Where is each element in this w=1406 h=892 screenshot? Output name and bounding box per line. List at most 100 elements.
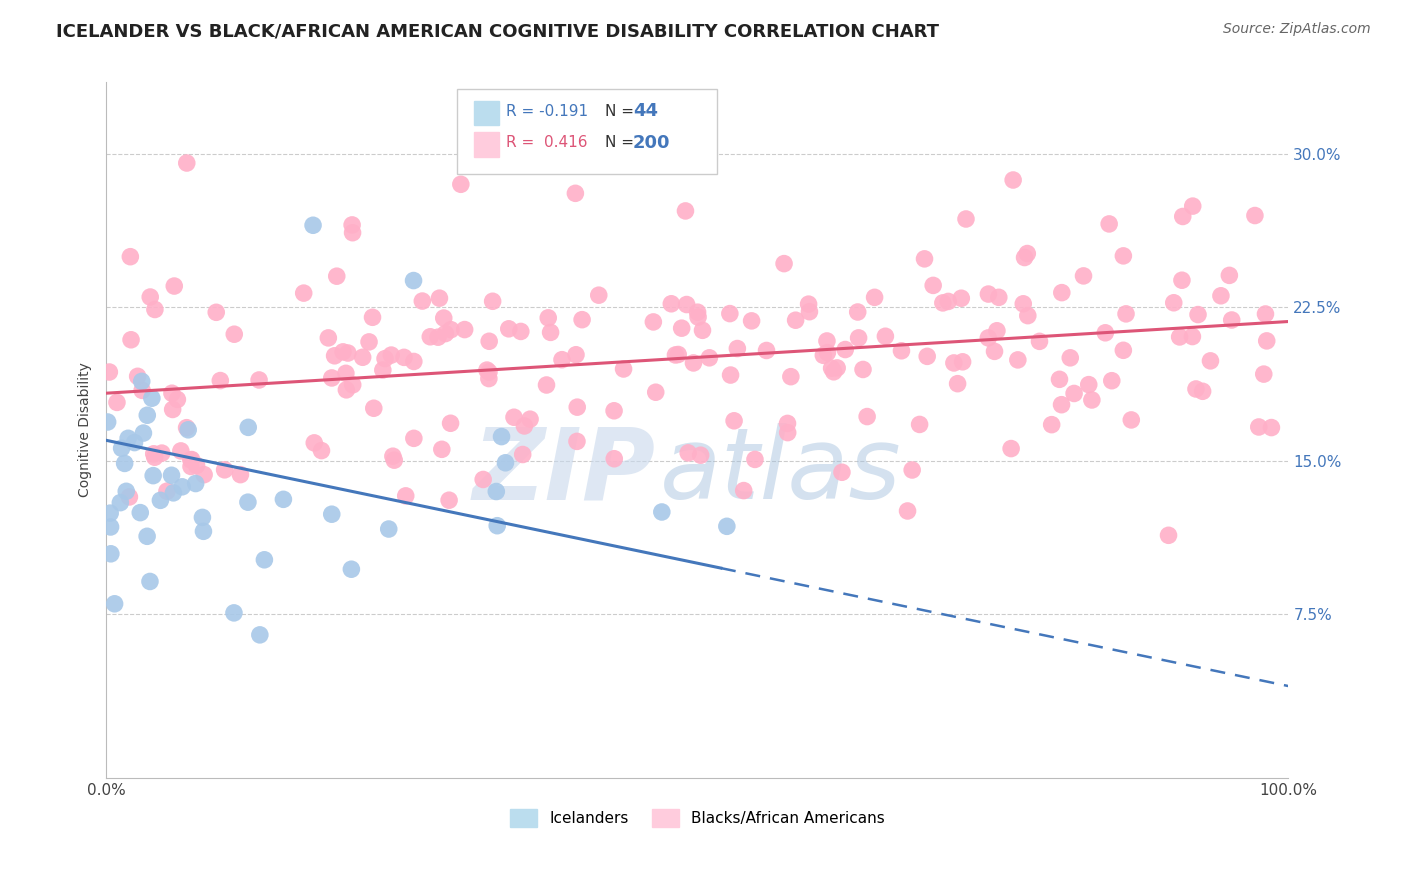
Point xyxy=(856,409,879,424)
Point xyxy=(193,524,215,539)
Text: N =: N = xyxy=(605,104,638,119)
Point xyxy=(139,574,162,589)
Point xyxy=(326,269,349,284)
Point xyxy=(186,458,208,473)
Point xyxy=(381,449,404,463)
Text: ICELANDER VS BLACK/AFRICAN AMERICAN COGNITIVE DISABILITY CORRELATION CHART: ICELANDER VS BLACK/AFRICAN AMERICAN COGN… xyxy=(56,22,939,40)
Point xyxy=(915,350,938,364)
Point xyxy=(1073,268,1095,283)
Point xyxy=(519,412,541,426)
Point xyxy=(776,425,799,440)
Point xyxy=(342,226,364,240)
Point xyxy=(1218,268,1240,283)
Point xyxy=(184,476,207,491)
Point xyxy=(1040,417,1063,432)
Point xyxy=(785,313,807,327)
Point xyxy=(977,331,1000,345)
Text: 200: 200 xyxy=(633,134,671,152)
Point xyxy=(603,404,626,418)
Point xyxy=(1187,308,1209,322)
Point xyxy=(603,451,626,466)
Point xyxy=(382,453,405,467)
Point xyxy=(1059,351,1081,365)
Point xyxy=(776,417,799,431)
Point xyxy=(1049,372,1071,386)
Point xyxy=(302,219,325,233)
Point xyxy=(537,310,560,325)
Point xyxy=(170,444,193,458)
Point xyxy=(659,297,682,311)
Point xyxy=(823,365,845,379)
Point xyxy=(540,326,562,340)
Point xyxy=(156,484,179,499)
Point xyxy=(486,518,509,533)
Point xyxy=(1098,217,1121,231)
Point xyxy=(335,367,357,381)
Text: R =  0.416: R = 0.416 xyxy=(506,136,588,150)
Point xyxy=(163,279,186,293)
Point xyxy=(392,351,415,365)
Point xyxy=(380,348,402,362)
Point xyxy=(475,363,498,377)
Point xyxy=(1181,329,1204,343)
Point xyxy=(875,329,897,343)
Point xyxy=(952,355,974,369)
Point xyxy=(374,351,396,366)
Point xyxy=(1063,386,1085,401)
Point xyxy=(491,429,513,443)
Point xyxy=(224,327,246,342)
Point xyxy=(671,321,693,335)
Point xyxy=(352,351,374,365)
Point xyxy=(104,597,127,611)
Point xyxy=(1028,334,1050,349)
Point xyxy=(129,506,152,520)
Point xyxy=(430,442,453,457)
Point xyxy=(419,330,441,344)
Point xyxy=(565,348,588,362)
Point xyxy=(682,356,704,370)
Point xyxy=(863,290,886,304)
Point xyxy=(363,401,385,416)
Point xyxy=(1112,249,1135,263)
Point xyxy=(820,361,842,376)
Point xyxy=(1168,330,1191,344)
Point xyxy=(434,326,457,341)
Point xyxy=(1000,442,1022,456)
Point xyxy=(1256,334,1278,348)
Point xyxy=(1017,246,1039,260)
Point xyxy=(377,522,399,536)
Point xyxy=(1121,413,1143,427)
Point xyxy=(498,322,520,336)
Point xyxy=(402,274,425,288)
Point xyxy=(815,345,838,359)
Point xyxy=(311,443,333,458)
Point xyxy=(955,212,977,227)
Point xyxy=(160,386,183,401)
Point xyxy=(180,452,202,467)
Point xyxy=(1002,173,1025,187)
Point xyxy=(942,356,965,370)
Point xyxy=(1220,313,1243,327)
Point xyxy=(1081,392,1104,407)
Point xyxy=(755,343,778,358)
Point xyxy=(214,463,236,477)
Point xyxy=(675,203,697,218)
Point xyxy=(1014,251,1036,265)
Point xyxy=(336,346,359,360)
Point xyxy=(831,465,853,479)
Point xyxy=(439,417,461,431)
Point xyxy=(1094,326,1116,340)
Point xyxy=(450,178,472,192)
Point xyxy=(249,628,271,642)
Point xyxy=(1077,377,1099,392)
Point xyxy=(478,334,501,349)
Point xyxy=(664,348,686,362)
Point xyxy=(162,402,184,417)
Point xyxy=(323,349,346,363)
Point xyxy=(357,334,380,349)
Point xyxy=(503,410,526,425)
Point xyxy=(340,218,363,232)
Point xyxy=(136,409,159,423)
Point xyxy=(799,304,821,318)
Point xyxy=(666,347,689,361)
